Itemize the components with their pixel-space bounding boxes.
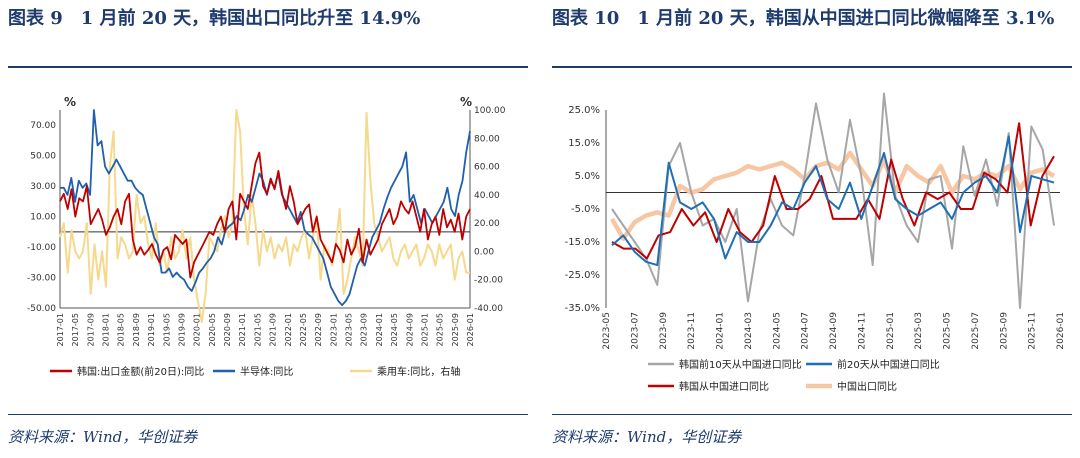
x-tick-label: 2025-05 <box>436 313 445 346</box>
x-tick-label: 2023-09 <box>360 313 369 346</box>
x-tick-label: 2021-05 <box>253 313 262 346</box>
x-tick-label: 2018-05 <box>117 313 126 346</box>
x-tick-label: 2024-11 <box>857 312 867 350</box>
x-tick-label: 2020-01 <box>193 313 202 346</box>
right-tick-label: 100.00 <box>474 106 506 116</box>
legend-label: 前20天从中国进口同比 <box>837 358 940 371</box>
legend-label: 半导体:同比 <box>240 365 293 378</box>
y-tick-label: -25.0% <box>565 270 600 281</box>
left-tick-label: 50.00 <box>30 152 56 162</box>
chart-panel-left: 图表 9 1 月前 20 天，韩国出口同比升至 14.9% %% 70.00 50.… <box>8 0 528 458</box>
x-tick-label: 2023-07 <box>630 312 640 350</box>
x-tick-label: 2020-05 <box>208 313 217 346</box>
x-tick-label: 2019-01 <box>147 313 156 346</box>
left-axis-unit: % <box>64 95 76 109</box>
series-line-3 <box>611 122 1055 260</box>
x-tick-label: 2024-01 <box>716 312 726 350</box>
right-tick-label: 40.00 <box>474 191 500 201</box>
right-tick-label: -20.00 <box>474 276 503 286</box>
x-tick-label: 2025-05 <box>943 312 953 350</box>
source-note: 资料来源：Wind，华创证券 <box>8 428 198 446</box>
left-tick-label: 70.00 <box>30 121 56 131</box>
legend-label: 中国出口同比 <box>837 380 897 393</box>
source-note: 资料来源：Wind，华创证券 <box>552 428 742 446</box>
right-tick-label: 80.00 <box>474 134 500 144</box>
y-tick-label: -35.0% <box>565 303 600 314</box>
x-tick-label: 2023-11 <box>687 312 697 350</box>
x-tick-label: 2025-01 <box>886 312 896 350</box>
x-tick-label: 2024-01 <box>375 313 384 346</box>
x-tick-label: 2024-03 <box>744 312 754 350</box>
series-line-2 <box>611 135 1055 267</box>
y-tick-label: -5.0% <box>571 204 600 215</box>
x-tick-label: 2017-01 <box>56 313 65 346</box>
x-tick-label: 2025-03 <box>914 312 924 350</box>
legend-label: 韩国:出口金额(前20日):同比 <box>77 365 204 378</box>
x-tick-label: 2025-09 <box>999 312 1009 350</box>
x-tick-label: 2026-01 <box>466 313 475 346</box>
x-tick-label: 2025-11 <box>1028 312 1038 350</box>
x-tick-label: 2019-05 <box>162 313 171 346</box>
x-tick-label: 2026-01 <box>1056 312 1066 350</box>
x-tick-label: 2022-01 <box>284 313 293 346</box>
x-tick-label: 2023-05 <box>345 313 354 346</box>
left-tick-label: 10.00 <box>30 213 56 223</box>
title-rule <box>552 66 1072 68</box>
x-tick-label: 2020-09 <box>223 313 232 346</box>
chart-title: 图表 10 1 月前 20 天，韩国从中国进口同比微幅降至 3.1% <box>552 8 1055 29</box>
x-tick-label: 2025-01 <box>420 313 429 346</box>
x-tick-label: 2017-09 <box>86 313 95 346</box>
x-tick-label: 2023-01 <box>329 313 338 346</box>
source-rule <box>8 414 528 415</box>
source-rule <box>552 414 1072 415</box>
x-tick-label: 2021-09 <box>269 313 278 346</box>
left-tick-label: 30.00 <box>30 182 56 192</box>
legend-label: 韩国前10天从中国进口同比 <box>679 358 802 371</box>
left-tick-label: -10.00 <box>27 243 56 253</box>
series-line-3 <box>59 109 470 324</box>
legend-label: 韩国从中国进口同比 <box>679 380 769 393</box>
x-tick-label: 2023-05 <box>602 312 612 350</box>
series-line-2 <box>60 109 471 307</box>
x-tick-label: 2022-09 <box>314 313 323 346</box>
x-tick-label: 2024-09 <box>829 312 839 350</box>
left-tick-label: -30.00 <box>27 274 56 284</box>
x-tick-label: 2024-07 <box>801 312 811 350</box>
x-tick-label: 2025-09 <box>451 313 460 346</box>
chart-left: % % 70.00 50.00 30.00 10.00 -10.00 -30.00 -50.00… <box>27 95 506 378</box>
x-tick-label: 2024-05 <box>772 312 782 350</box>
x-tick-label: 2018-09 <box>132 313 141 346</box>
x-tick-label: 2023-09 <box>659 312 669 350</box>
right-tick-label: 0.00 <box>474 247 494 257</box>
y-tick-label: 25.0% <box>568 105 600 116</box>
y-tick-label: -15.0% <box>565 237 600 248</box>
right-tick-label: 20.00 <box>474 219 500 229</box>
series-line-1 <box>611 92 1055 309</box>
x-tick-label: 2025-07 <box>971 312 981 350</box>
legend-label: 乘用车:同比，右轴 <box>377 365 460 378</box>
series-line-1 <box>59 151 471 279</box>
x-tick-label: 2024-09 <box>405 313 414 346</box>
right-tick-label: 60.00 <box>474 163 500 173</box>
y-tick-label: 5.0% <box>575 171 600 182</box>
title-rule <box>8 66 528 68</box>
x-tick-label: 2017-05 <box>71 313 80 346</box>
x-tick-label: 2022-05 <box>299 313 308 346</box>
chart-right: 25.0%15.0%5.0%-5.0%-15.0%-25.0%-35.0%202… <box>565 92 1066 393</box>
right-axis-unit: % <box>460 95 472 109</box>
chart-title: 图表 9 1 月前 20 天，韩国出口同比升至 14.9% <box>8 8 421 29</box>
x-tick-label: 2024-05 <box>390 313 399 346</box>
x-tick-label: 2021-01 <box>238 313 247 346</box>
left-tick-label: -50.00 <box>27 304 56 314</box>
y-tick-label: 15.0% <box>568 138 600 149</box>
right-tick-label: -40.00 <box>474 304 503 314</box>
x-tick-label: 2019-09 <box>178 313 187 346</box>
x-tick-label: 2018-01 <box>102 313 111 346</box>
chart-panel-right: 图表 10 1 月前 20 天，韩国从中国进口同比微幅降至 3.1% 25.0%… <box>552 0 1072 458</box>
